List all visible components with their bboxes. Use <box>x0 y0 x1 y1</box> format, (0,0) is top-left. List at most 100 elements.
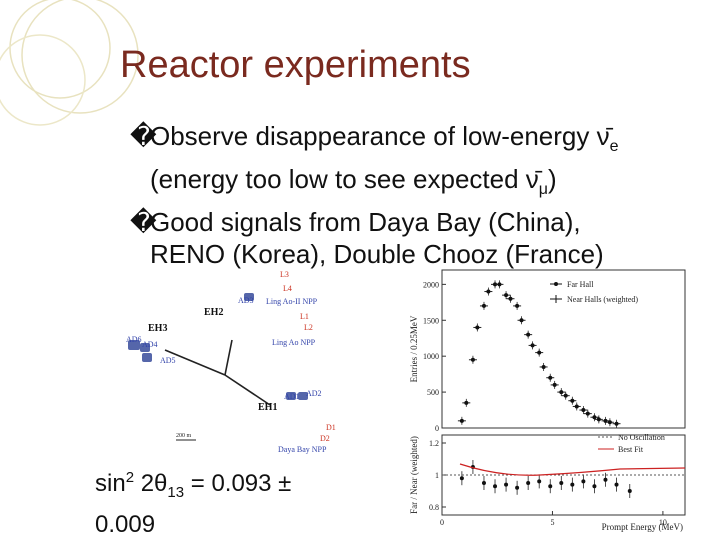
far-hall-point <box>537 350 542 355</box>
bottom-xtick-label: 5 <box>550 518 554 527</box>
far-hall-point <box>504 293 509 298</box>
top-ylabel: Entries / 0.25MeV <box>409 315 419 382</box>
mixing-angle-result: sin2 2θ13 = 0.093 ± 0.009 <box>95 462 291 541</box>
ratio-point <box>459 476 464 481</box>
far-hall-point <box>497 282 502 287</box>
bullet-observe: �Observe disappearance of low-energy ν̄e… <box>130 120 710 206</box>
map-label-l1: L1 <box>300 312 309 321</box>
far-hall-point <box>459 418 464 423</box>
map-scale-label: 200 m <box>176 433 192 439</box>
map-label-ad2: AD2 <box>306 389 322 398</box>
best-fit-curve <box>459 463 686 476</box>
far-hall-point <box>563 393 568 398</box>
far-hall-point <box>541 364 546 369</box>
site-map: L3 L4 L1 L2 D1 D2 AD3 Ling Ao-II NPP Lin… <box>126 270 336 454</box>
map-label-d2: D2 <box>320 434 330 443</box>
map-label-ad5: AD5 <box>160 356 176 365</box>
bullet-marker: � <box>130 121 157 151</box>
top-ytick-label: 2000 <box>423 280 439 289</box>
far-hall-point <box>574 404 579 409</box>
ratio-point <box>581 479 586 484</box>
far-hall-point <box>581 408 586 413</box>
bullet-text-line2: (energy too low to see expected <box>150 164 526 195</box>
map-label-ad1: AD1 <box>284 392 300 401</box>
ratio-point <box>570 482 575 487</box>
bottom-xtick-label: 10 <box>659 518 667 527</box>
bullet-text-line2: RENO (Korea), Double Chooz (France) <box>150 239 604 270</box>
map-label-l4: L4 <box>283 284 292 293</box>
far-hall-point <box>548 375 553 380</box>
legend-near-halls: Near Halls (weighted) <box>567 295 638 304</box>
ratio-point <box>548 484 553 489</box>
ratio-point <box>481 481 486 485</box>
map-label-l3: L3 <box>280 270 289 279</box>
map-label-ad4: AD4 <box>142 340 158 349</box>
bottom-xtick-label: 0 <box>440 518 444 527</box>
map-label-d1: D1 <box>326 423 336 432</box>
formula-sub: 13 <box>167 483 185 501</box>
far-hall-point <box>515 303 520 308</box>
bottom-ytick-label: 0.8 <box>429 503 439 512</box>
ratio-point <box>526 481 531 485</box>
far-hall-point <box>614 421 619 426</box>
map-label-daya-bay: Daya Bay NPP <box>278 445 327 454</box>
legend-far-hall: Far Hall <box>567 280 594 289</box>
slide-title: Reactor experiments <box>120 44 471 86</box>
far-hall-point <box>464 400 469 405</box>
far-hall-point <box>481 303 486 308</box>
ratio-point <box>603 477 608 482</box>
map-label-ad6: AD6 <box>126 335 142 344</box>
antineutrino-symbol: ν̄ <box>525 164 539 195</box>
energy-spectrum-plot: Entries / 0.25MeV Far / Near (weighted) … <box>409 269 686 532</box>
far-hall-point <box>570 398 575 403</box>
far-hall-point <box>530 343 535 348</box>
antineutrino-symbol: ν̄ <box>596 121 610 151</box>
bullet-signals: �Good signals from Daya Bay (China), REN… <box>130 206 710 270</box>
formula-theta: 2θ <box>134 470 168 497</box>
formula-value: = 0.093 ± <box>184 470 292 497</box>
ratio-point <box>559 481 564 485</box>
subscript-mu: μ <box>538 181 548 199</box>
subscript-e: e <box>609 138 619 156</box>
bottom-ylabel: Far / Near (weighted) <box>409 436 419 514</box>
map-label-ad3: AD3 <box>238 296 254 305</box>
decorative-circles <box>0 0 139 126</box>
map-label-eh1: EH1 <box>258 402 277 413</box>
far-hall-point <box>585 411 590 416</box>
far-hall-point <box>519 318 524 323</box>
ratio-point <box>504 482 509 487</box>
far-hall-point <box>596 417 601 422</box>
far-hall-point <box>486 289 491 294</box>
top-ytick-label: 1000 <box>423 352 439 361</box>
map-label-l2: L2 <box>304 323 313 332</box>
legend-best-fit: Best Fit <box>618 445 644 454</box>
far-hall-point <box>607 420 612 425</box>
close-paren: ) <box>548 164 557 195</box>
far-hall-point <box>552 382 557 387</box>
far-hall-point <box>592 415 597 420</box>
top-ytick-label: 0 <box>435 424 439 433</box>
map-label-ling-ao: Ling Ao NPP <box>272 338 316 347</box>
ratio-point <box>537 479 542 484</box>
map-label-eh2: EH2 <box>204 307 223 318</box>
formula-sup: 2 <box>125 469 135 486</box>
far-hall-point <box>470 357 475 362</box>
bullet-marker: � <box>130 207 157 238</box>
bottom-ytick-label: 1 <box>435 471 439 480</box>
ratio-point <box>493 484 498 489</box>
far-hall-point <box>526 332 531 337</box>
formula-uncertainty: 0.009 <box>95 510 156 538</box>
legend-no-oscillation: No Oscillation <box>618 433 665 442</box>
bullet-text: Observe disappearance of low-energy <box>150 121 597 151</box>
formula-sin: sin <box>95 470 126 497</box>
ratio-point <box>627 489 632 493</box>
bullet-list: �Observe disappearance of low-energy ν̄e… <box>130 120 710 270</box>
bottom-xlabel: Prompt Energy (MeV) <box>602 522 683 532</box>
ratio-point <box>614 482 619 487</box>
far-hall-point <box>559 390 564 395</box>
ratio-point <box>515 485 520 490</box>
far-hall-point <box>508 296 513 301</box>
bullet-text: Good signals from Daya Bay (China), <box>150 207 581 238</box>
bottom-ytick-label: 1.2 <box>429 439 439 448</box>
top-ytick-label: 500 <box>427 388 439 397</box>
